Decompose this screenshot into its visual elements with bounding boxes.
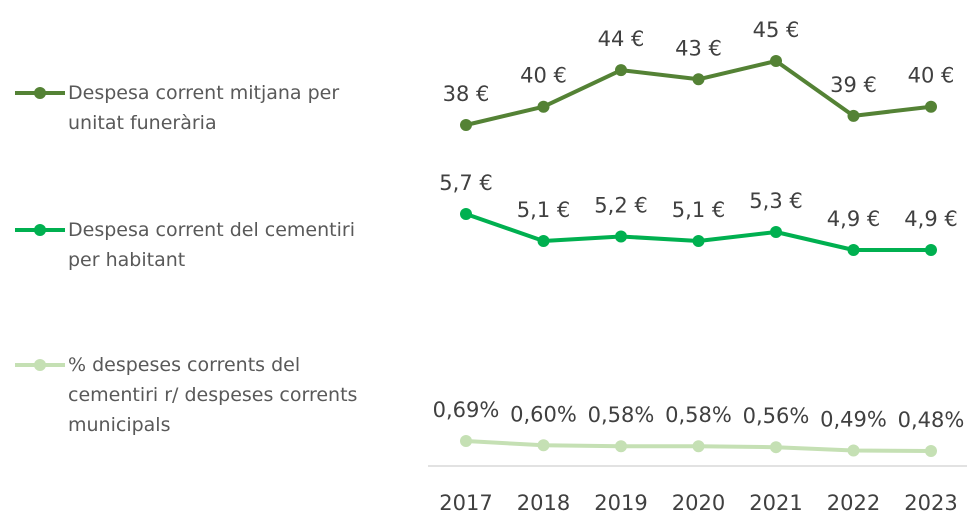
legend-marker	[34, 359, 46, 371]
x-tick-label: 2019	[594, 491, 647, 515]
data-label: 5,1 €	[672, 198, 725, 222]
x-tick-label: 2020	[672, 491, 725, 515]
data-point	[537, 439, 550, 452]
data-point	[460, 119, 472, 131]
data-label: 45 €	[753, 18, 800, 42]
data-point	[925, 445, 937, 457]
legend-label: % despeses corrents del cementiri r/ des…	[68, 354, 358, 436]
data-point	[460, 435, 472, 447]
data-point	[770, 55, 782, 67]
x-tick-label: 2017	[439, 491, 492, 515]
data-label: 4,9 €	[904, 207, 957, 231]
data-point	[692, 235, 705, 247]
data-label: 5,1 €	[517, 198, 570, 222]
data-point	[460, 208, 472, 220]
data-point	[925, 244, 937, 256]
data-label: 0,58%	[588, 403, 655, 427]
data-label: 0,49%	[820, 408, 887, 432]
x-tick-label: 2021	[749, 491, 802, 515]
data-point	[615, 64, 627, 77]
legend-label: Despesa corrent mitjana per unitat funer…	[68, 82, 340, 134]
data-point	[847, 109, 860, 122]
data-label: 43 €	[675, 36, 722, 60]
data-label: 5,7 €	[439, 171, 492, 195]
data-label: 39 €	[830, 73, 877, 97]
data-label: 38 €	[443, 82, 490, 106]
data-point	[615, 440, 627, 453]
x-tick-label: 2023	[904, 491, 957, 515]
data-point	[692, 440, 705, 453]
data-point	[537, 235, 550, 247]
data-point	[847, 444, 860, 457]
data-label: 0,58%	[665, 403, 732, 427]
data-point	[925, 100, 937, 113]
data-label: 0,69%	[433, 398, 500, 422]
data-point	[770, 441, 782, 454]
data-label: 5,3 €	[749, 189, 802, 213]
legend-label: Despesa corrent del cementiri per habita…	[68, 219, 355, 271]
data-label: 0,60%	[510, 402, 577, 426]
data-label: 0,48%	[898, 408, 965, 432]
data-point	[615, 230, 627, 243]
x-tick-label: 2022	[827, 491, 880, 515]
data-label: 0,56%	[743, 404, 810, 428]
data-point	[692, 73, 705, 86]
data-label: 40 €	[520, 64, 567, 88]
data-point	[770, 226, 782, 238]
data-label: 4,9 €	[827, 207, 880, 231]
data-label: 40 €	[908, 64, 955, 88]
data-point	[847, 244, 860, 256]
data-label: 5,2 €	[594, 194, 647, 218]
legend-marker	[34, 87, 46, 99]
legend-marker	[34, 224, 46, 236]
data-label: 44 €	[598, 27, 645, 51]
x-tick-label: 2018	[517, 491, 570, 515]
data-point	[537, 100, 550, 113]
